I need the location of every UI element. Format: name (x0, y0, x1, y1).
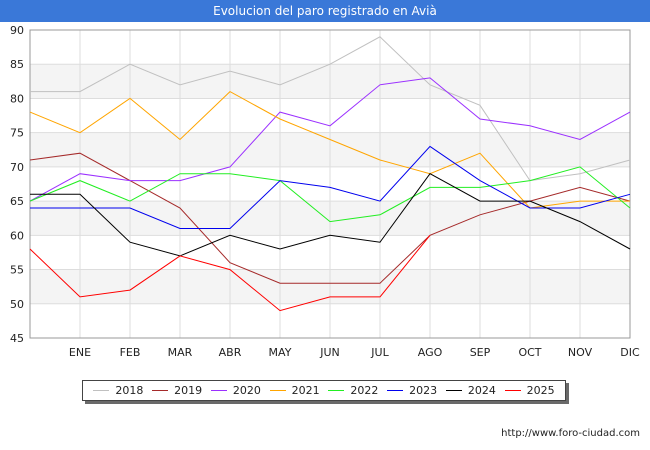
legend-swatch (93, 390, 110, 391)
y-tick-label: 90 (10, 24, 24, 37)
legend-item-2021: 2021 (269, 384, 320, 397)
legend-item-2023: 2023 (387, 384, 437, 397)
x-tick-label: OCT (518, 346, 541, 359)
series-line-2020 (29, 77, 631, 202)
legend-item-2022: 2022 (328, 384, 378, 397)
legend-swatch (445, 390, 462, 391)
y-tick-label: 55 (10, 264, 24, 277)
legend-item-2024: 2024 (445, 384, 496, 397)
x-tick-label: ENE (69, 346, 91, 359)
series-line-2022 (29, 166, 631, 223)
legend-swatch (387, 390, 404, 391)
legend-label: 2024 (467, 384, 496, 397)
legend-label: 2021 (291, 384, 320, 397)
x-axis: ENE FEB MAR ABR MAY JUN JUL AGO SEP OCT NOV DIC (69, 346, 640, 359)
legend-item-2025: 2025 (504, 384, 555, 397)
legend-swatch (504, 390, 521, 391)
x-tick-label: DIC (620, 346, 640, 359)
y-tick-label: 65 (10, 195, 24, 208)
line-chart: 45 50 55 60 65 70 75 80 85 90 ENE FEB MAR ABR MAY JUN J… (10, 24, 640, 359)
legend-item-2020: 2020 (210, 384, 261, 397)
y-tick-label: 75 (10, 127, 24, 140)
source-footer: http://www.foro-ciudad.com (501, 428, 640, 439)
y-tick-label: 45 (10, 332, 24, 345)
x-tick-label: JUN (319, 346, 340, 359)
y-tick-label: 80 (10, 92, 24, 105)
chart-title: Evolucion del paro registrado en Avià (0, 0, 650, 22)
y-tick-label: 50 (10, 298, 24, 311)
legend-swatch (152, 390, 169, 391)
x-tick-label: FEB (120, 346, 141, 359)
legend-label: 2019 (174, 384, 203, 397)
legend: 2018 2019 2020 2021 2022 2023 2024 2025 (82, 380, 566, 401)
series-lines (29, 36, 631, 312)
plot-area (29, 29, 631, 339)
y-tick-label: 85 (10, 58, 24, 71)
series-line-2024 (30, 173, 631, 257)
x-tick-label: SEP (470, 346, 491, 359)
x-tick-label: MAR (168, 346, 193, 359)
legend-swatch (210, 390, 227, 391)
legend-label: 2018 (115, 384, 144, 397)
legend-label: 2022 (350, 384, 379, 397)
y-tick-label: 70 (10, 161, 24, 174)
legend-item-2019: 2019 (152, 384, 202, 397)
series-line-2025 (29, 234, 431, 312)
y-tick-label: 60 (10, 229, 24, 242)
legend-swatch (328, 390, 345, 391)
x-tick-label: JUL (370, 346, 389, 359)
legend-item-2018: 2018 (93, 384, 143, 397)
legend-label: 2020 (232, 384, 261, 397)
x-tick-label: NOV (568, 346, 593, 359)
legend-label: 2023 (409, 384, 438, 397)
legend-swatch (269, 390, 286, 391)
x-tick-label: AGO (418, 346, 443, 359)
y-axis: 45 50 55 60 65 70 75 80 85 90 (10, 24, 24, 345)
series-line-2023 (30, 145, 631, 229)
legend-label: 2025 (526, 384, 555, 397)
x-tick-label: MAY (269, 346, 292, 359)
x-tick-label: ABR (219, 346, 242, 359)
